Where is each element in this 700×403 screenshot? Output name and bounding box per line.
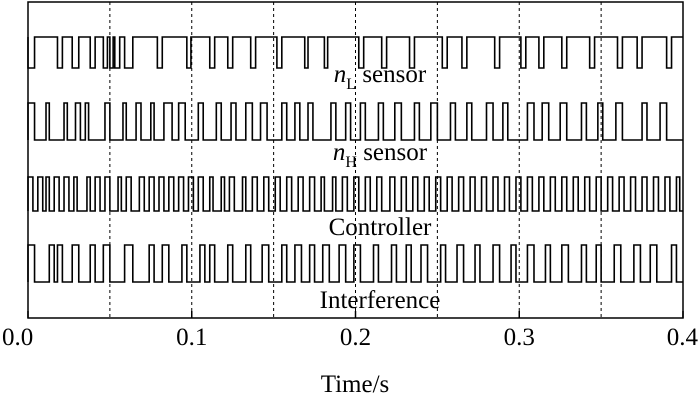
signal-trace [27, 102, 683, 141]
vertical-gridlines [109, 2, 602, 318]
signal-trace [27, 244, 683, 283]
x-axis-ticks: 0.0 0.1 0.2 0.3 0.4 [2, 311, 699, 351]
signal-label: Controller [329, 214, 432, 241]
signal-trace [27, 176, 683, 212]
signal-trace [27, 36, 683, 69]
signal-labels: nL sensor nH sensor Controller Interference [320, 61, 441, 314]
x-tick-label: 0.3 [504, 324, 535, 351]
signal-label: nL sensor [334, 61, 427, 93]
signal-label: nH sensor [333, 139, 428, 171]
x-tick-label: 0.4 [667, 324, 699, 351]
x-axis-label: Time/s [321, 371, 390, 398]
x-tick-label: 0.1 [176, 324, 207, 351]
signal-traces [27, 36, 683, 283]
signal-label: Interference [320, 287, 441, 314]
x-tick-label: 0.2 [340, 324, 371, 351]
x-tick-label: 0.0 [2, 324, 33, 351]
